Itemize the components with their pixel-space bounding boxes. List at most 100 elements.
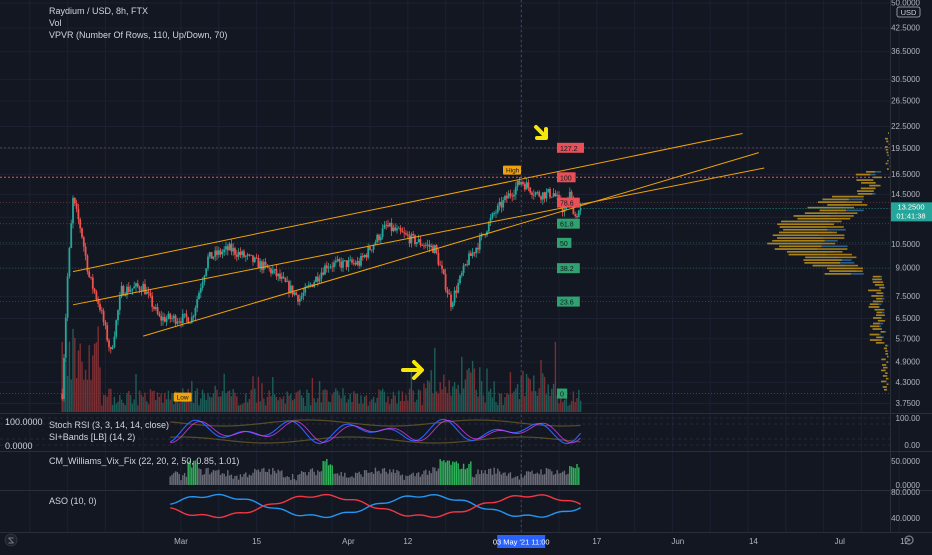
candle-body <box>294 292 296 294</box>
vix-bar <box>276 473 277 485</box>
volume-bar <box>117 402 118 412</box>
vix-bar <box>567 474 568 485</box>
candle-body <box>319 279 321 282</box>
legend-aso[interactable]: ASO (10, 0) <box>49 495 97 507</box>
vpvr-down-row <box>881 359 885 361</box>
volume-bar <box>542 373 543 412</box>
vix-bar <box>357 473 358 485</box>
volume-bar <box>481 381 482 412</box>
volume-bar <box>143 397 144 412</box>
volume-bar <box>132 404 133 412</box>
legend-williams-vix-fix[interactable]: CM_Williams_Vix_Fix (22, 20, 2, 50, 0.85… <box>49 455 239 467</box>
candle-body <box>168 314 170 319</box>
volume-bar <box>402 391 403 412</box>
vix-bar <box>339 476 340 485</box>
symbol-title[interactable]: Raydium / USD, 8h, FTX <box>49 5 148 17</box>
vix-bar <box>330 464 331 485</box>
vix-bar <box>560 473 561 485</box>
volume-bar <box>279 397 280 412</box>
volume-bar <box>558 403 559 412</box>
candle-body <box>92 278 94 289</box>
legend-stoch-rsi[interactable]: Stoch RSI (3, 3, 14, 14, close) <box>49 419 169 431</box>
price-tick-label: 16.5000 <box>891 170 920 179</box>
volume-bar <box>276 397 277 412</box>
vpvr-down-row <box>870 339 882 341</box>
vpvr-down-row <box>813 265 859 267</box>
volume-bar <box>296 392 297 412</box>
candle-body <box>61 394 63 400</box>
volume-bar <box>321 402 322 412</box>
candle-body <box>195 308 197 316</box>
vix-bar <box>578 467 579 485</box>
volume-bar <box>256 403 257 412</box>
legend-vol[interactable]: Vol <box>49 17 62 29</box>
volume-bar <box>555 342 556 412</box>
vpvr-down-row <box>858 193 873 195</box>
candle-body <box>456 291 458 293</box>
volume-bar <box>116 404 117 412</box>
candle-body <box>443 269 445 274</box>
volume-bar <box>121 400 122 412</box>
vix-bar <box>263 468 264 485</box>
candle-body <box>78 209 80 219</box>
time-tick-label: Mar <box>174 537 188 546</box>
candle-body <box>360 256 362 266</box>
candle-body <box>470 253 472 256</box>
volume-bar <box>168 391 169 412</box>
time-tick-label: Apr <box>342 537 355 546</box>
vix-bar <box>240 474 241 485</box>
vpvr-down-row <box>868 290 881 292</box>
vix-bar <box>443 460 444 485</box>
volume-bar <box>544 377 545 412</box>
candle-body <box>184 314 186 315</box>
volume-bar <box>540 360 541 412</box>
candle-body <box>524 184 526 189</box>
volume-bar <box>351 402 352 412</box>
vpvr-down-row <box>781 221 841 223</box>
candle-body <box>105 322 107 325</box>
vpvr-down-row <box>873 317 881 319</box>
volume-bar <box>488 391 489 412</box>
candle-body <box>412 234 414 235</box>
vix-bar <box>294 479 295 485</box>
vix-bar <box>216 470 217 485</box>
vix-bar <box>445 463 446 485</box>
candle-body <box>402 231 404 232</box>
candle-body <box>380 237 382 240</box>
volume-bar <box>197 388 198 412</box>
candle-body <box>425 245 427 246</box>
candle-body <box>407 234 409 235</box>
volume-bar <box>423 383 424 412</box>
vix-bar <box>260 472 261 485</box>
vpvr-down-row <box>870 303 879 305</box>
legend-vpvr[interactable]: VPVR (Number Of Rows, 110, Up/Down, 70) <box>49 29 227 41</box>
candle-body <box>542 192 544 199</box>
candle-body <box>418 239 420 242</box>
vix-bar <box>380 473 381 485</box>
candle-body <box>411 234 413 243</box>
candle-body <box>65 318 67 358</box>
vpvr-down-row <box>887 356 888 358</box>
countdown-text: 01:41:38 <box>896 211 925 220</box>
volume-bar <box>440 382 441 412</box>
volume-bar <box>260 401 261 412</box>
candle-body <box>376 235 378 242</box>
volume-bar <box>549 396 550 412</box>
volume-bar <box>548 384 549 412</box>
vix-bar <box>359 472 360 485</box>
volume-bar <box>576 398 577 412</box>
legend-si-bands[interactable]: SI+Bands [LB] (14, 2) <box>49 431 135 443</box>
candle-body <box>177 322 179 324</box>
tradingview-logo-icon[interactable] <box>5 534 17 546</box>
vix-bar <box>576 464 577 485</box>
volume-bar <box>315 402 316 412</box>
candle-body <box>421 245 423 246</box>
candle-body <box>214 251 216 257</box>
volume-bar <box>400 401 401 412</box>
volume-bar <box>294 399 295 412</box>
vix-bar <box>526 471 527 485</box>
candle-body <box>555 193 557 196</box>
volume-bar <box>180 402 181 412</box>
vix-bar <box>242 477 243 485</box>
